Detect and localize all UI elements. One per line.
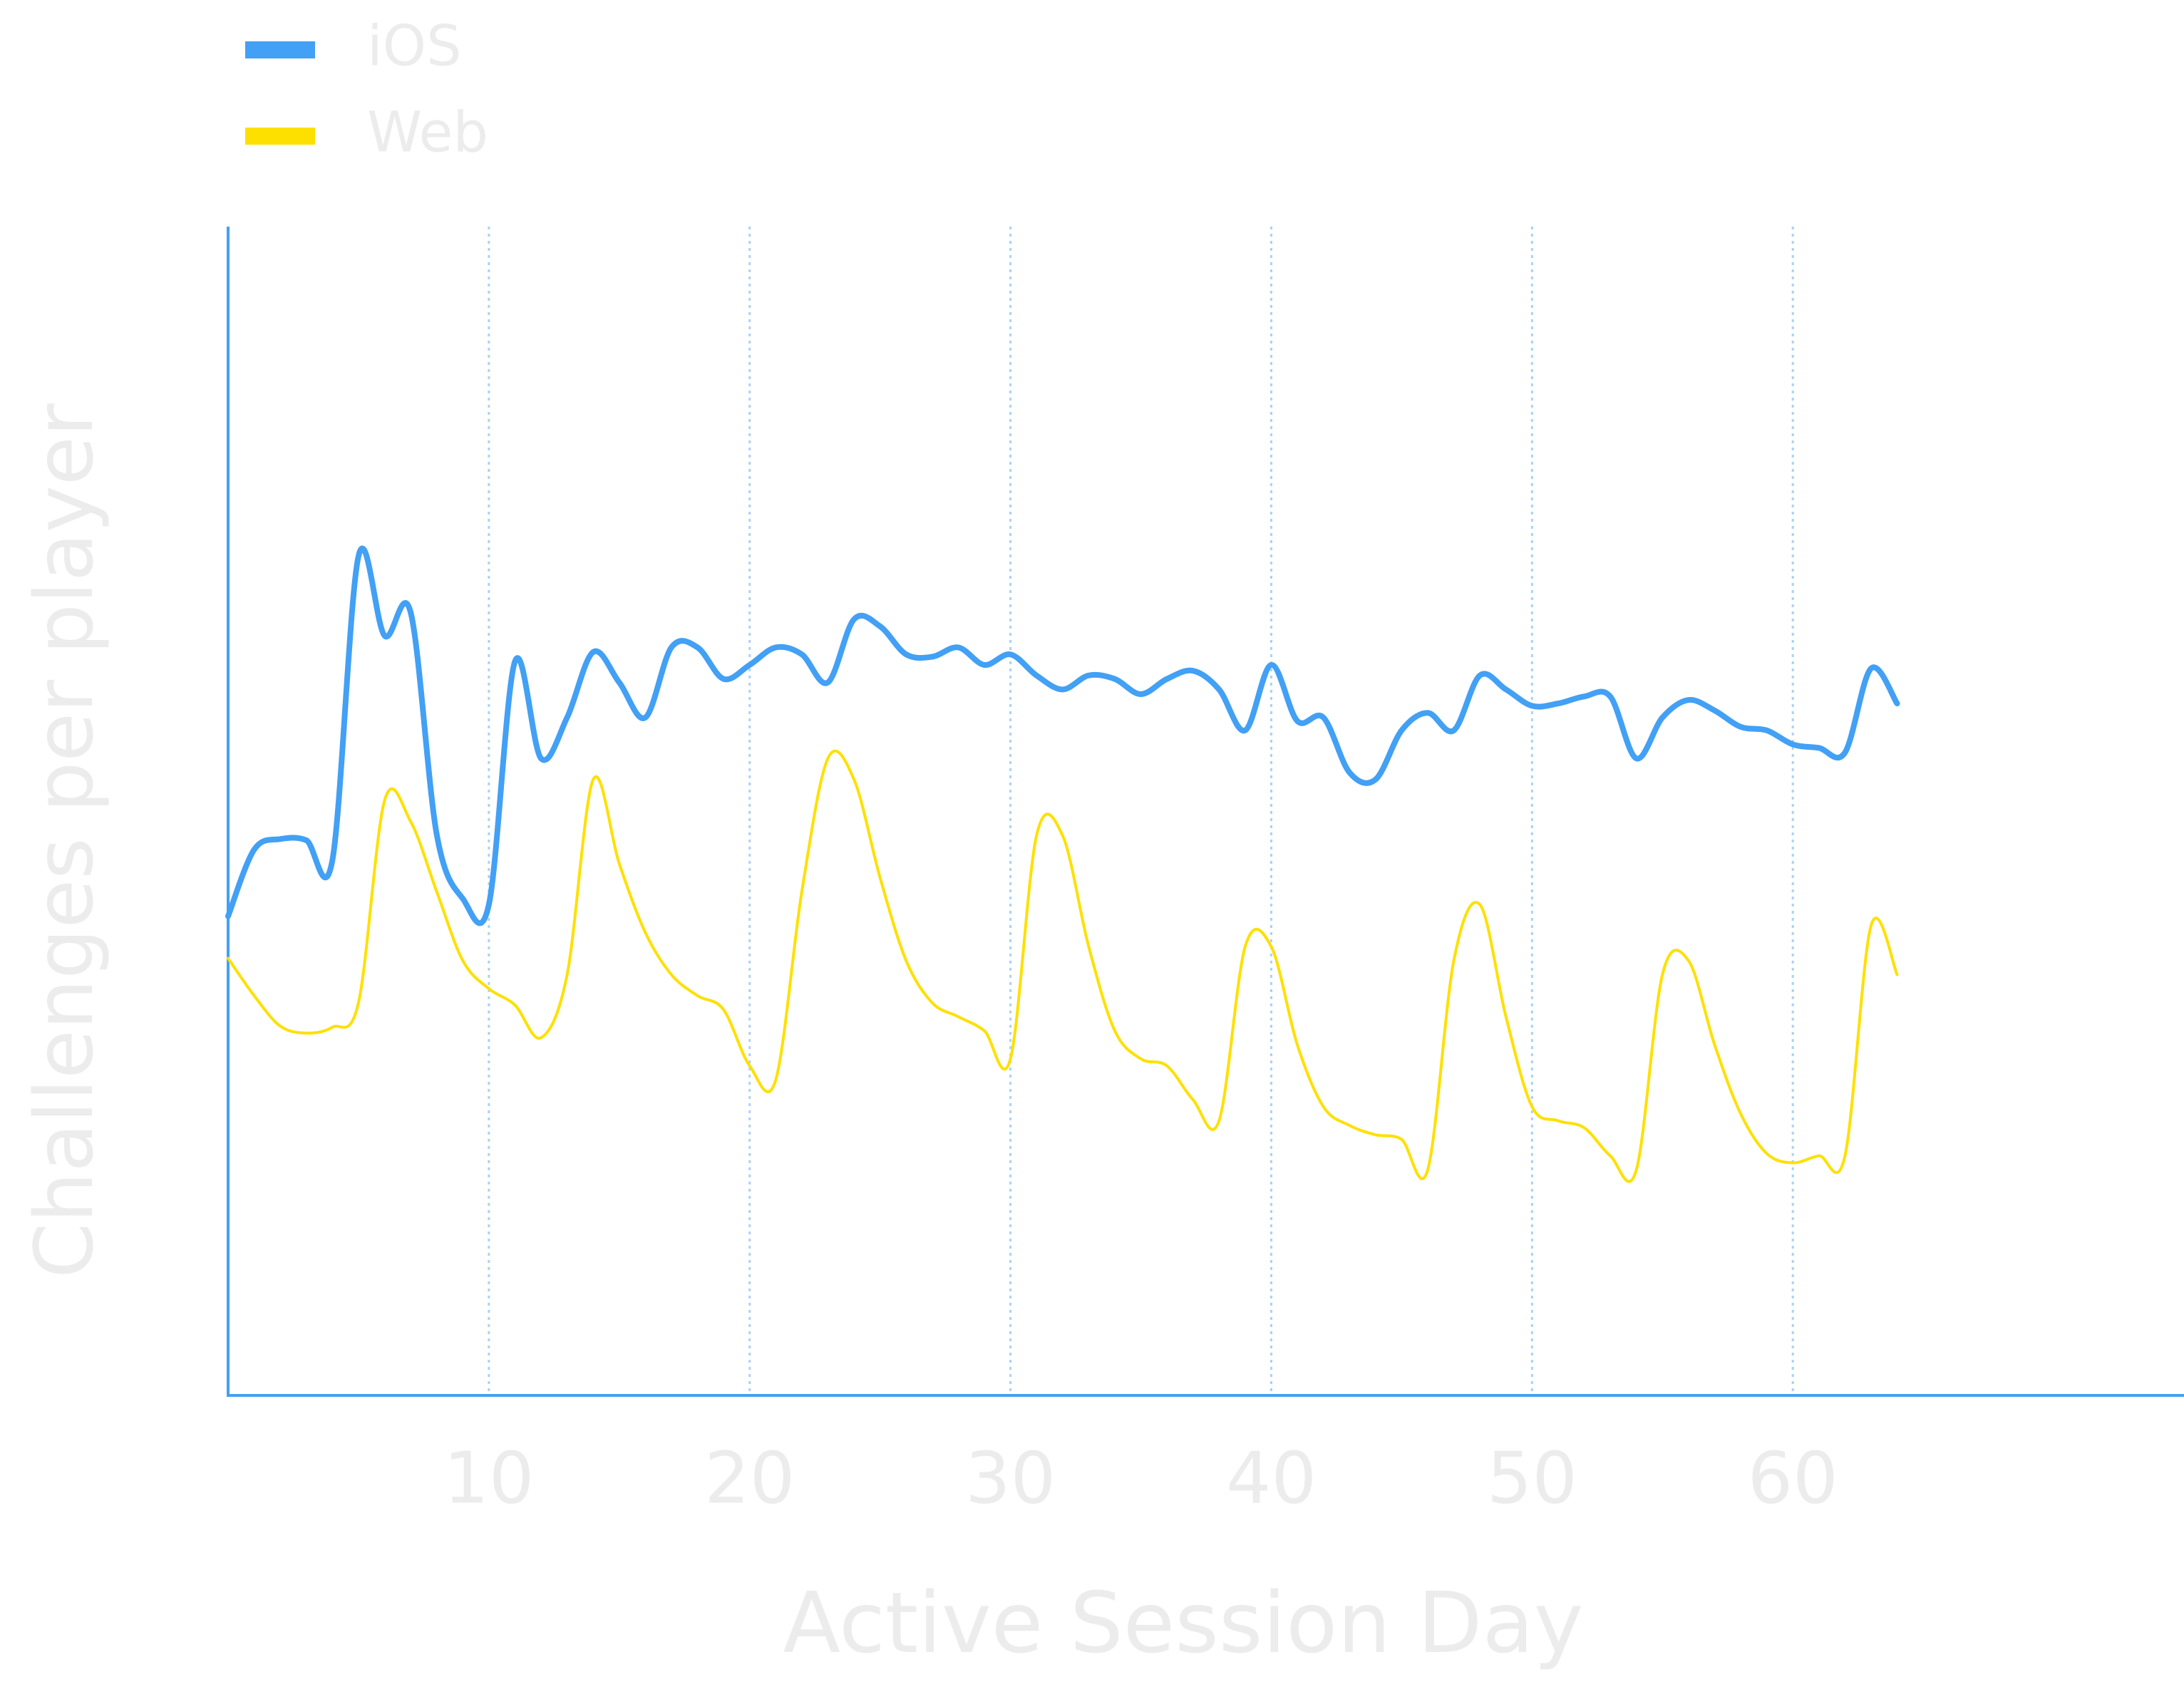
legend-label: iOS [367, 14, 462, 78]
y-axis-label: Challenges per player [19, 403, 111, 1279]
x-tick-label: 40 [1226, 1436, 1317, 1519]
x-tick-label: 10 [443, 1436, 534, 1519]
x-axis-label: Active Session Day [783, 1574, 1583, 1672]
x-tick-label: 30 [965, 1436, 1056, 1519]
x-tick-label: 50 [1487, 1436, 1577, 1519]
legend-swatch [245, 128, 315, 145]
line-series [227, 749, 1899, 1183]
x-tick-label: 20 [704, 1436, 795, 1519]
x-tick-label: 60 [1748, 1436, 1838, 1519]
legend-label: Web [367, 100, 488, 165]
legend-swatch [245, 41, 315, 58]
line-series [225, 545, 1900, 926]
